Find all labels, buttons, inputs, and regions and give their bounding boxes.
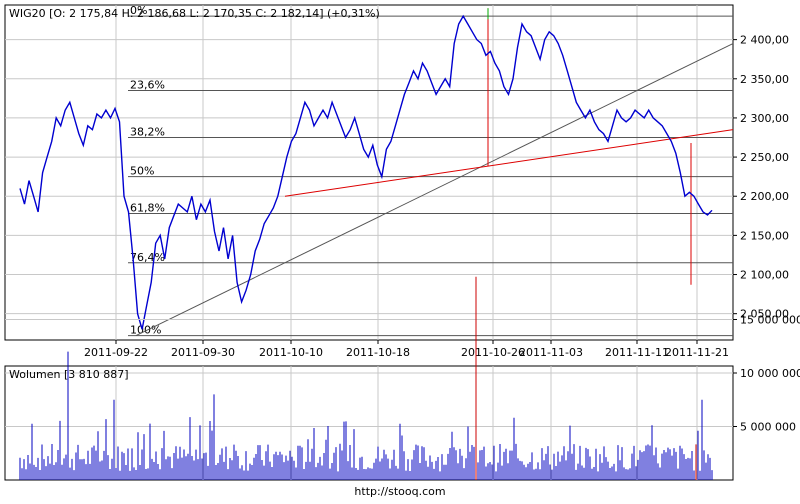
volume-y-tick-label: 15 000 000 — [740, 314, 800, 327]
price-line — [19, 14, 713, 330]
fibonacci-levels: 0%23,6%38,2%50%61,8%76,4%100% — [128, 4, 733, 337]
fib-level-label: 76,4% — [130, 251, 165, 264]
price-x-axis: 2011-09-22 2011-09-30 2011-10-10 2011-10-18… — [84, 340, 729, 359]
fib-level-label: 0% — [130, 4, 147, 17]
price-x-tick-label: 2011-09-22 — [84, 346, 148, 359]
fib-level-label: 38,2% — [130, 126, 165, 139]
price-x-tick-label: 2011-11-21 — [665, 346, 729, 359]
price-y-tick-label: 2 100,00 — [740, 269, 789, 282]
price-x-tick-label: 2011-11-11 — [605, 346, 669, 359]
red-trend-line — [284, 129, 734, 197]
price-x-tick-label: 2011-10-10 — [259, 346, 323, 359]
support-trend-line — [135, 43, 734, 337]
volume-y-axis: 5 000 000 10 000 000 15 000 000 — [733, 314, 800, 434]
price-plot-frame — [4, 4, 734, 341]
price-y-tick-label: 2 350,00 — [740, 73, 789, 86]
price-grid — [5, 5, 733, 340]
fib-level-label: 23,6% — [130, 79, 165, 92]
volume-y-tick-label: 10 000 000 — [740, 367, 800, 380]
price-y-tick-label: 2 200,00 — [740, 190, 789, 203]
price-y-axis: 2 050,00 2 100,00 2 150,00 2 200,00 2 250,00… — [733, 34, 789, 321]
price-y-tick-label: 2 300,00 — [740, 112, 789, 125]
trend-lines — [135, 8, 734, 337]
price-y-tick-label: 2 400,00 — [740, 34, 789, 47]
price-y-tick-label: 2 150,00 — [740, 229, 789, 242]
volume-grid — [5, 319, 733, 480]
volume-chart-title: Wolumen [3 810 887] — [9, 368, 129, 381]
price-y-tick-label: 2 250,00 — [740, 151, 789, 164]
price-x-tick-label: 2011-09-30 — [171, 346, 235, 359]
volume-bars — [19, 276, 713, 480]
price-chart-title: WIG20 [O: 2 175,84 H: 2 186,68 L: 2 170,… — [9, 7, 380, 20]
price-x-tick-label: 2011-11-03 — [519, 346, 583, 359]
price-x-tick-label: 2011-10-18 — [346, 346, 410, 359]
volume-plot-frame — [4, 365, 734, 481]
price-series — [19, 14, 713, 330]
fib-level-label: 50% — [130, 165, 154, 178]
price-y-tick-label: 2 050,00 — [740, 308, 789, 321]
volume-y-tick-label: 5 000 000 — [740, 421, 796, 434]
price-x-tick-label: 2011-10-26 — [461, 346, 525, 359]
fib-level-label: 61,8% — [130, 201, 165, 214]
footer-source[interactable]: http://stooq.com — [354, 485, 445, 498]
